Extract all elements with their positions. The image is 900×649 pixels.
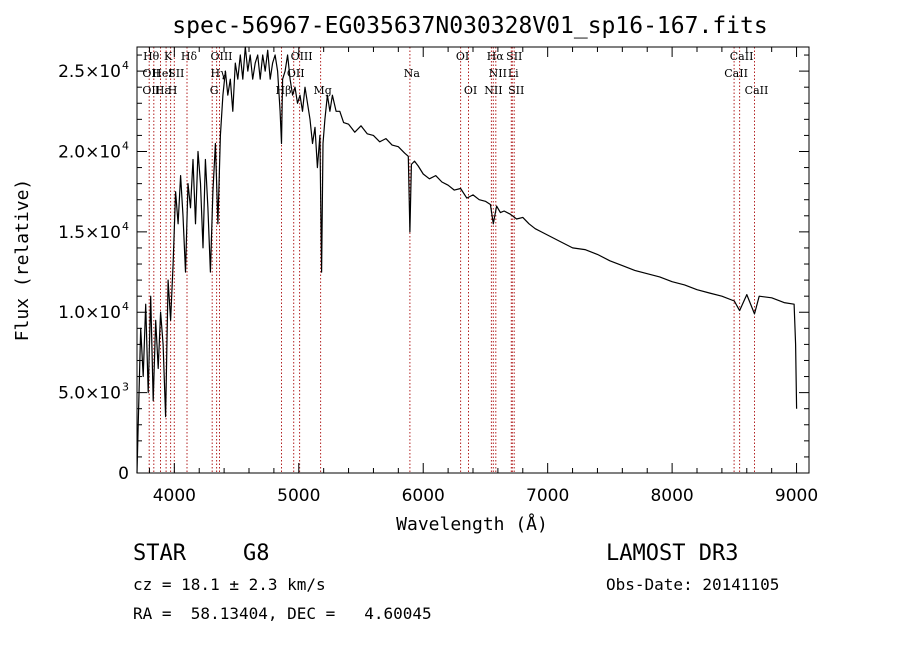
- line-marker-label: OI: [456, 50, 469, 63]
- line-marker-label: Hβ: [276, 84, 292, 97]
- line-marker-label: CaII: [730, 50, 754, 63]
- observation-date: Obs-Date: 20141105: [606, 575, 779, 594]
- line-marker-label: SII: [168, 67, 184, 80]
- line-marker-label: OII: [142, 84, 160, 97]
- line-marker-label: OII: [287, 67, 305, 80]
- x-axis-ticks: 4000 5000 6000 7000 8000 9000: [148, 47, 818, 506]
- redshift-velocity: cz = 18.1 ± 2.3 km/s: [133, 575, 326, 594]
- chart-title: spec-56967-EG035637N030328V01_sp16-167.f…: [172, 13, 767, 39]
- line-marker-label: Hε: [155, 84, 171, 97]
- y-tick-label: 0: [118, 464, 129, 484]
- line-marker-label: Mg: [313, 84, 331, 97]
- line-marker-label: NII: [489, 67, 507, 80]
- y-tick-label: 2.5×10: [58, 62, 121, 82]
- y-tick-label: 5.0×10: [58, 384, 121, 404]
- y-tick-label: 1.5×10: [58, 223, 121, 243]
- x-axis-label: Wavelength (Å): [396, 513, 548, 535]
- line-marker-label: OIII: [210, 50, 232, 63]
- line-marker-label: OIII: [291, 50, 313, 63]
- y-axis-ticks: 05.0×10 31.0×10 41.5×10 42.0×10 42.5×10 4: [58, 54, 809, 484]
- x-tick-label: 5000: [277, 486, 320, 506]
- line-marker-label: SII: [506, 50, 522, 63]
- x-tick-label: 8000: [650, 486, 693, 506]
- line-marker-label: Hα: [487, 50, 505, 63]
- spectrum-line: [136, 46, 798, 474]
- line-marker-label: CaII: [724, 67, 748, 80]
- spectral-subclass: G8: [243, 541, 270, 566]
- line-marker-label: NII: [484, 84, 502, 97]
- plot-frame: [136, 46, 810, 474]
- x-tick-label: 6000: [402, 486, 445, 506]
- ra-dec-coordinates: RA = 58.13404, DEC = 4.60045: [133, 604, 432, 623]
- y-tick-exponent: 4: [122, 59, 129, 72]
- y-tick-exponent: 4: [122, 300, 129, 313]
- y-axis-label: Flux (relative): [12, 179, 33, 342]
- y-tick-exponent: 3: [122, 381, 129, 394]
- line-marker-label: OI: [464, 84, 477, 97]
- line-marker-label: H: [168, 84, 178, 97]
- x-tick-label: 4000: [153, 486, 196, 506]
- line-marker-label: SII: [508, 84, 524, 97]
- line-marker-label: K: [164, 50, 173, 63]
- line-marker-label: Hδ: [181, 50, 198, 63]
- line-markers: [148, 47, 755, 473]
- line-marker-label: Hγ: [211, 67, 228, 80]
- line-marker-label: Na: [404, 67, 421, 80]
- y-tick-label: 1.0×10: [58, 303, 121, 323]
- y-tick-label: 2.0×10: [58, 142, 121, 162]
- x-tick-label: 7000: [526, 486, 569, 506]
- line-marker-label: HeI: [152, 67, 172, 80]
- line-marker-label: Hθ: [143, 50, 160, 63]
- line-marker-label: OII: [142, 67, 160, 80]
- x-tick-label: 9000: [775, 486, 818, 506]
- line-marker-label: G: [210, 84, 219, 97]
- object-class: STAR: [133, 541, 187, 566]
- survey-name: LAMOST DR3: [606, 541, 738, 566]
- line-marker-label: CaII: [745, 84, 769, 97]
- line-marker-labels: HθOIIOIIHeIHεKHSIIHδGHγOIIIHβOIIOIIIMgNa…: [142, 50, 768, 97]
- line-marker-label: Li: [508, 67, 519, 80]
- y-tick-exponent: 4: [122, 139, 129, 152]
- y-tick-exponent: 4: [122, 220, 129, 233]
